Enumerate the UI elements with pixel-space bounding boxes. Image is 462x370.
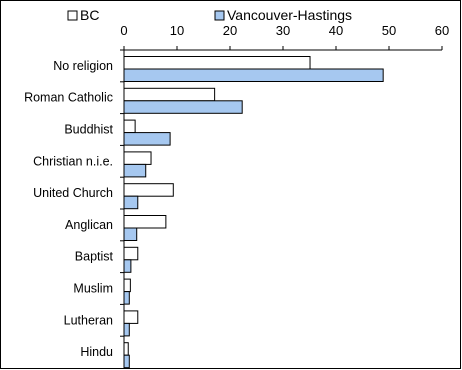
bar-vancouver-hastings xyxy=(123,259,132,273)
bar-bc xyxy=(123,56,311,70)
bar-vancouver-hastings xyxy=(123,100,243,114)
legend-swatch-bc xyxy=(67,10,78,21)
category-label: Muslim xyxy=(73,282,113,296)
y-axis: No religion Roman Catholic Buddhist Christi… xyxy=(24,49,125,368)
bar-vancouver-hastings xyxy=(123,132,171,146)
bar-bc xyxy=(123,342,129,356)
bar-bc xyxy=(123,87,216,102)
bar-bc xyxy=(123,310,139,324)
bar-vancouver-hastings xyxy=(123,227,138,241)
category-label: Buddhist xyxy=(64,123,113,137)
legend-label-bc: BC xyxy=(80,7,99,23)
category-label: No religion xyxy=(53,59,113,73)
legend: BC Vancouver-Hastings xyxy=(67,7,352,23)
bar-bc xyxy=(123,215,167,229)
bar-vancouver-hastings xyxy=(123,195,139,210)
x-axis: 0 10 20 30 40 50 60 xyxy=(120,23,449,51)
x-tick-label: 40 xyxy=(329,23,343,38)
bar-vancouver-hastings xyxy=(123,163,147,178)
bars xyxy=(123,56,384,369)
bar-bc xyxy=(123,151,152,165)
legend-swatch-vancouver-hastings xyxy=(214,10,225,21)
category-label: Christian n.i.e. xyxy=(33,154,113,168)
bar-bc xyxy=(123,278,131,293)
bar-bc xyxy=(123,119,136,134)
x-tick-label: 50 xyxy=(382,23,396,38)
bar-vancouver-hastings xyxy=(123,322,130,337)
category-label: United Church xyxy=(33,186,113,200)
bar-vancouver-hastings xyxy=(123,354,130,369)
bar-bc xyxy=(123,246,139,261)
x-tick-label: 20 xyxy=(223,23,237,38)
category-label: Hindu xyxy=(80,345,113,359)
category-label: Lutheran xyxy=(64,313,113,327)
x-tick-label: 60 xyxy=(435,23,449,38)
bar-vancouver-hastings xyxy=(123,291,130,305)
category-label: Anglican xyxy=(65,218,113,232)
x-tick-label: 10 xyxy=(170,23,184,38)
bar-vancouver-hastings xyxy=(123,68,384,82)
bar-bc xyxy=(123,183,174,197)
x-tick-label: 0 xyxy=(120,23,127,38)
category-label: Roman Catholic xyxy=(24,91,113,105)
category-label: Baptist xyxy=(75,250,114,264)
legend-label-vancouver-hastings: Vancouver-Hastings xyxy=(227,7,352,23)
x-tick-label: 30 xyxy=(276,23,290,38)
